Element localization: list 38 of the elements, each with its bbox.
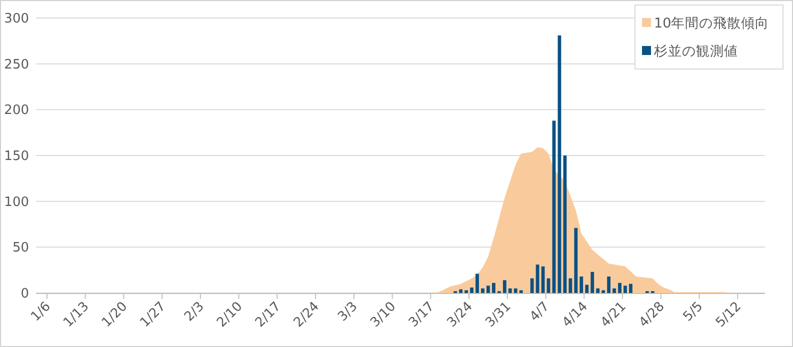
x-tick-label: 2/3 xyxy=(182,299,208,325)
bar xyxy=(486,286,490,293)
bar xyxy=(618,282,622,293)
bar xyxy=(519,290,523,293)
bar xyxy=(602,290,606,293)
y-tick-label: 200 xyxy=(4,103,29,118)
bar xyxy=(464,290,468,293)
bar xyxy=(514,288,518,293)
bar xyxy=(492,282,496,293)
bar xyxy=(590,272,594,293)
bar xyxy=(585,284,589,293)
bar xyxy=(476,274,479,293)
y-tick-label: 50 xyxy=(12,240,29,256)
y-tick-label: 300 xyxy=(4,12,29,26)
x-tick-label: 5/5 xyxy=(680,299,706,325)
y-tick-label: 0 xyxy=(20,286,29,302)
y-tick-label: 150 xyxy=(4,149,29,164)
bar xyxy=(624,286,627,293)
bar xyxy=(574,228,578,293)
bar xyxy=(563,156,567,293)
bar xyxy=(580,276,584,293)
bar xyxy=(502,280,506,293)
legend-label: 10年間の飛散傾向 xyxy=(654,16,770,32)
y-tick-label: 250 xyxy=(4,57,29,72)
x-tick-label: 1/6 xyxy=(28,299,54,325)
bar xyxy=(508,288,512,293)
legend-label: 杉並の観測値 xyxy=(653,44,738,60)
x-tick-label: 3/3 xyxy=(335,299,361,325)
bar xyxy=(459,289,462,293)
bar xyxy=(481,288,484,293)
bar xyxy=(612,288,616,293)
bar xyxy=(629,284,632,293)
bar xyxy=(470,288,474,293)
x-tick-label: 4/7 xyxy=(527,299,553,325)
y-tick-label: 100 xyxy=(4,194,29,210)
bar xyxy=(607,276,610,293)
bar xyxy=(568,278,572,293)
bar xyxy=(596,288,600,293)
